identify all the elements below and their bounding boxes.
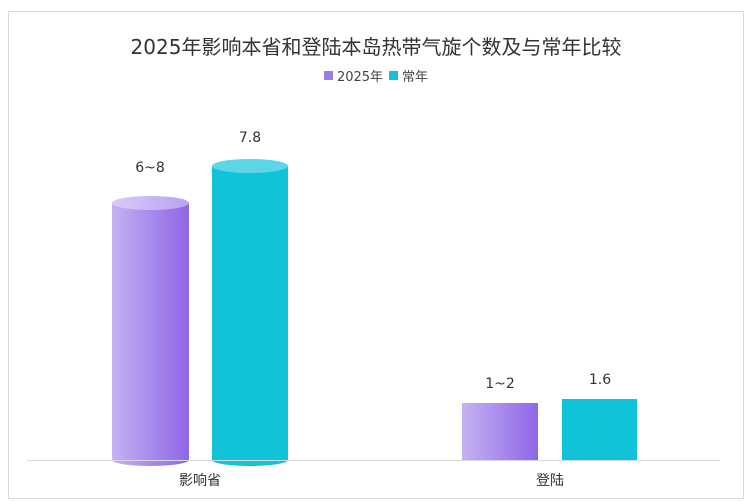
- x-axis-line: [27, 460, 720, 461]
- legend-label: 2025年: [336, 70, 384, 85]
- value-label: 6~8: [135, 160, 165, 176]
- legend-item-2025[interactable]: 2025年: [323, 66, 384, 85]
- value-label: 1.6: [588, 372, 612, 388]
- bar-normal-influence[interactable]: [212, 159, 288, 466]
- legend-item-normal[interactable]: 常年: [389, 66, 428, 85]
- x-axis-label: 登陆: [536, 473, 564, 489]
- value-label: 7.8: [238, 130, 262, 146]
- chart-title: 2025年影响本省和登陆本岛热带气旋个数及与常年比较: [130, 35, 622, 59]
- value-label: 1~2: [485, 376, 515, 392]
- legend-swatch-cyan-icon: [389, 71, 399, 80]
- x-axis-label: 影响省: [179, 473, 221, 489]
- bar-2025-landfall[interactable]: [462, 403, 538, 460]
- legend-swatch-purple-icon: [323, 71, 333, 80]
- legend-label: 常年: [402, 70, 429, 85]
- legend: 2025年 常年: [0, 66, 752, 85]
- bar-normal-landfall[interactable]: [562, 399, 637, 460]
- bar-2025-influence[interactable]: [112, 196, 189, 466]
